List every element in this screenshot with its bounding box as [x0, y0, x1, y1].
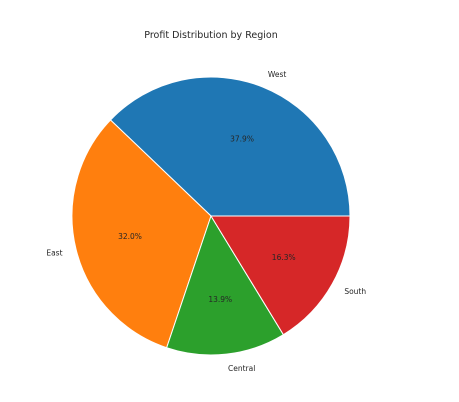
category-labels: West East Central South	[46, 70, 366, 373]
pie-slice-south	[210, 215, 351, 336]
category-label-south: South	[344, 287, 366, 296]
percent-label-south: 16.3%	[272, 253, 296, 262]
chart-title: Profit Distribution by Region	[144, 30, 277, 41]
percent-label-west: 37.9%	[230, 135, 254, 144]
category-label-central: Central	[228, 364, 255, 373]
pie-slice-central	[166, 214, 285, 356]
pie-slices	[71, 76, 351, 356]
pie-slice-east	[71, 119, 212, 349]
category-label-east: East	[46, 249, 62, 258]
percent-labels: 37.9% 32.0% 13.9% 16.3%	[118, 135, 296, 304]
percent-label-east: 32.0%	[118, 232, 142, 241]
pie-slice-west	[109, 76, 351, 217]
percent-label-central: 13.9%	[208, 295, 232, 304]
category-label-west: West	[268, 70, 286, 79]
